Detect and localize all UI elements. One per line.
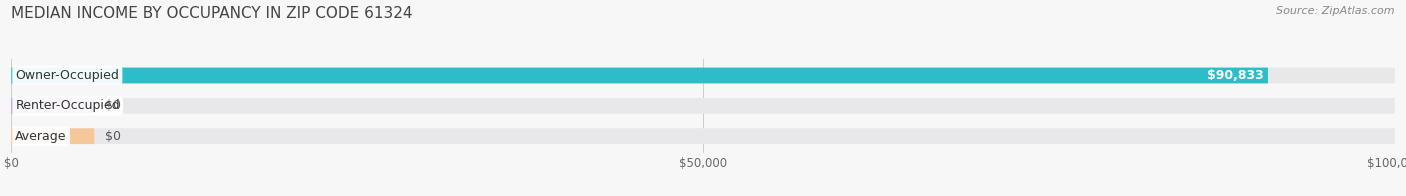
FancyBboxPatch shape — [11, 68, 1395, 83]
Text: Owner-Occupied: Owner-Occupied — [15, 69, 120, 82]
Text: Source: ZipAtlas.com: Source: ZipAtlas.com — [1277, 6, 1395, 16]
Text: Renter-Occupied: Renter-Occupied — [15, 99, 120, 112]
Text: Average: Average — [15, 130, 67, 143]
FancyBboxPatch shape — [11, 128, 1395, 144]
FancyBboxPatch shape — [11, 98, 1395, 114]
FancyBboxPatch shape — [11, 128, 94, 144]
Text: $90,833: $90,833 — [1206, 69, 1264, 82]
Text: $0: $0 — [105, 130, 121, 143]
Text: $0: $0 — [105, 99, 121, 112]
FancyBboxPatch shape — [11, 68, 1268, 83]
Text: MEDIAN INCOME BY OCCUPANCY IN ZIP CODE 61324: MEDIAN INCOME BY OCCUPANCY IN ZIP CODE 6… — [11, 6, 413, 21]
FancyBboxPatch shape — [11, 98, 94, 114]
